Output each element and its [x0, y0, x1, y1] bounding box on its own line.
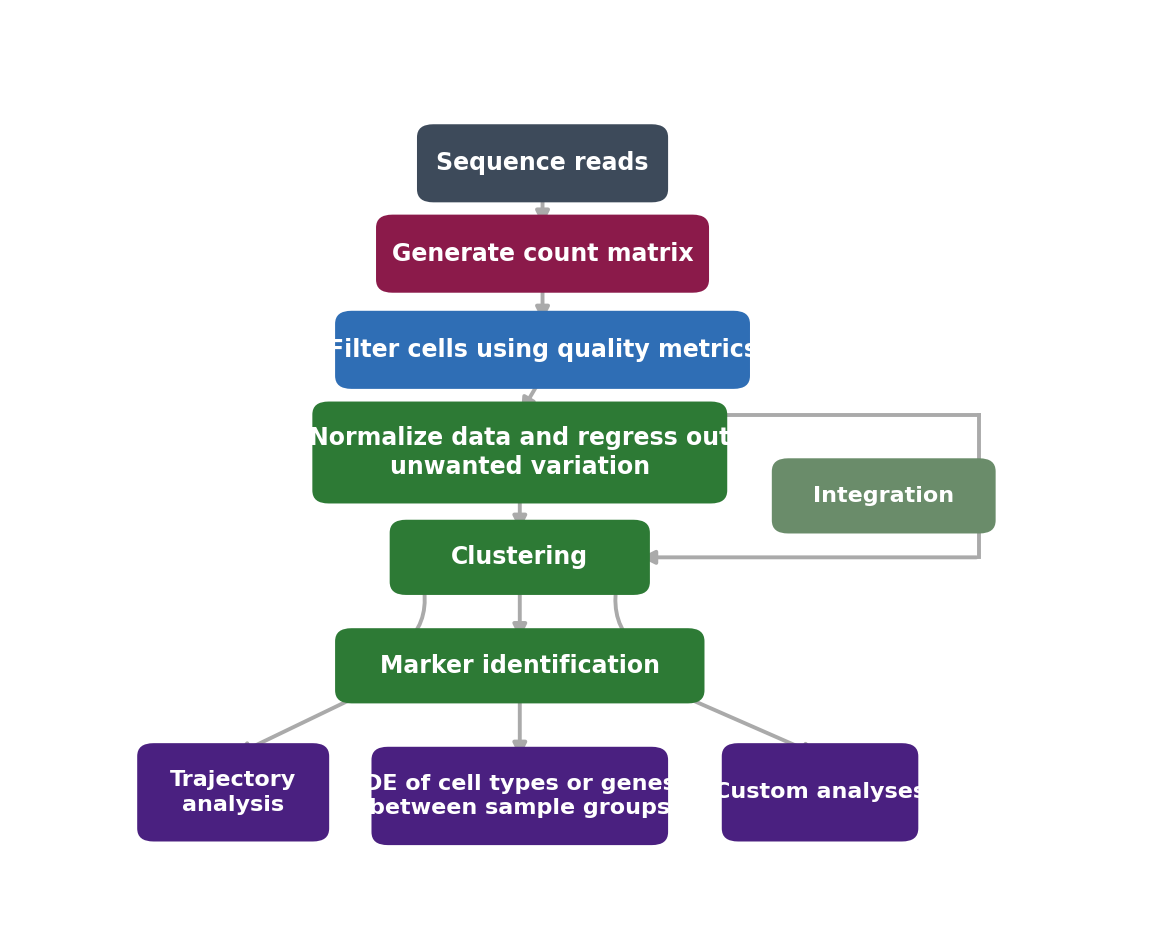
- FancyBboxPatch shape: [335, 628, 704, 703]
- Text: Clustering: Clustering: [451, 546, 588, 569]
- FancyBboxPatch shape: [390, 520, 650, 595]
- FancyBboxPatch shape: [771, 458, 996, 533]
- FancyBboxPatch shape: [722, 743, 918, 841]
- FancyBboxPatch shape: [376, 215, 709, 293]
- FancyBboxPatch shape: [417, 124, 668, 202]
- Text: Marker identification: Marker identification: [379, 654, 660, 678]
- Text: Filter cells using quality metrics: Filter cells using quality metrics: [328, 338, 757, 362]
- Text: Normalize data and regress out
unwanted variation: Normalize data and regress out unwanted …: [309, 425, 730, 479]
- Text: Generate count matrix: Generate count matrix: [392, 241, 694, 266]
- Text: Sequence reads: Sequence reads: [437, 151, 649, 176]
- Text: Trajectory
analysis: Trajectory analysis: [170, 770, 296, 815]
- Text: Custom analyses: Custom analyses: [714, 782, 926, 802]
- FancyBboxPatch shape: [335, 311, 750, 389]
- Text: DE of cell types or genes
between sample groups: DE of cell types or genes between sample…: [364, 774, 676, 819]
- FancyBboxPatch shape: [312, 402, 727, 503]
- Text: Integration: Integration: [814, 485, 954, 506]
- FancyBboxPatch shape: [371, 747, 668, 845]
- FancyBboxPatch shape: [137, 743, 329, 841]
